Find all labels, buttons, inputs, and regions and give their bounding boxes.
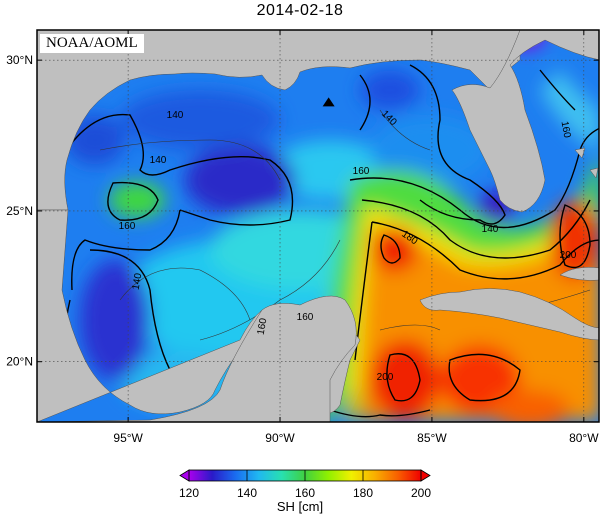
colorbar-high-arrow-icon: [420, 469, 431, 482]
contour-label: 200: [560, 250, 577, 261]
lon-tick-label: 95°W: [113, 431, 143, 445]
lon-tick-label: 80°W: [569, 431, 599, 445]
colorbar-tick-label: 140: [237, 486, 257, 500]
contour-label: 160: [353, 166, 370, 177]
lat-tick-label: 25°N: [6, 204, 33, 218]
contour-label: 200: [377, 372, 394, 383]
colorbar-tick-label: 180: [353, 486, 373, 500]
map-title: 2014-02-18: [256, 2, 344, 19]
contour-label: 140: [482, 224, 499, 235]
contour-label: 160: [119, 221, 136, 232]
credit-label: NOAA/AOML: [40, 34, 144, 53]
axes: 95°W 90°W 85°W 80°W 30°N 25°N 20°N: [6, 30, 599, 445]
colorbar: 120 140 160 180 200: [179, 469, 431, 500]
lat-tick-label: 30°N: [6, 53, 33, 67]
lon-tick-label: 85°W: [417, 431, 447, 445]
lon-tick-label: 90°W: [265, 431, 295, 445]
contour-label: 140: [131, 272, 145, 291]
colorbar-tick-label: 120: [179, 486, 199, 500]
contour-label: 140: [150, 155, 167, 166]
colorbar-low-arrow-icon: [179, 469, 190, 482]
contour-label: 160: [297, 312, 314, 323]
lat-tick-label: 20°N: [6, 355, 33, 369]
colorbar-tick-label: 200: [411, 486, 431, 500]
contour-label: 160: [256, 317, 270, 336]
colorbar-title: SH [cm]: [276, 499, 324, 514]
map-frame: [36, 29, 600, 423]
contour-label: 160: [559, 120, 573, 139]
contour-label: 140: [167, 110, 184, 121]
colorbar-tick-label: 160: [295, 486, 315, 500]
graticule: [37, 30, 599, 422]
station-triangle-icon: [322, 97, 335, 107]
